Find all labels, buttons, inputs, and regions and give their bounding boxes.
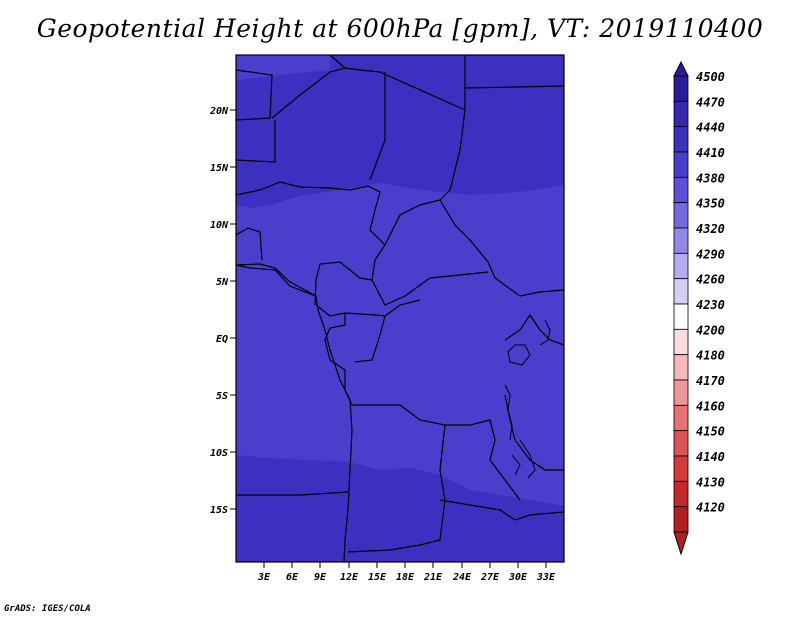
lake-outline — [511, 454, 521, 476]
colorbar-swatch — [673, 100, 689, 128]
colorbar-label: 4180 — [696, 349, 725, 363]
border-line — [329, 54, 466, 111]
colorbar-label: 4150 — [696, 425, 725, 439]
colorbar-swatch — [673, 379, 689, 406]
colorbar-label: 4380 — [696, 171, 725, 185]
colorbar-swatch — [673, 126, 689, 153]
colorbar-swatch — [673, 480, 689, 508]
lon-label: 30E — [508, 572, 528, 583]
lon-label: 6E — [286, 572, 299, 583]
lakes — [504, 319, 551, 479]
border-line — [235, 69, 273, 121]
lat-label: 20N — [209, 106, 229, 117]
colorbar-swatch — [673, 176, 689, 204]
border-line — [235, 263, 317, 297]
south-high-band — [236, 455, 564, 562]
border-line — [439, 499, 565, 521]
country-borders — [235, 54, 565, 553]
lat-labels: 20N 15N 10N 5N EQ 5S 10S 15S — [209, 106, 229, 516]
colorbar-label: 4410 — [696, 146, 725, 160]
lon-labels: 3E 6E 9E 12E 15E 18E 21E 24E 27E 30E 33E — [257, 572, 556, 583]
border-line — [464, 85, 565, 89]
colorbar-label: 4350 — [696, 197, 725, 211]
border-line — [235, 227, 263, 261]
lat-label: 10N — [210, 220, 229, 231]
colorbar-top-arrow — [673, 60, 689, 77]
lon-label: 21E — [423, 572, 443, 583]
coast-line — [235, 264, 353, 563]
colorbar-label: 4130 — [696, 475, 725, 489]
lat-axis — [230, 109, 236, 510]
lon-axis — [263, 562, 547, 568]
lon-label: 18E — [396, 572, 415, 583]
colorbar-label: 4160 — [696, 399, 725, 413]
lat-label: 5N — [216, 277, 229, 288]
lake-outline — [519, 439, 536, 479]
border-line — [344, 312, 386, 363]
lon-label: 12E — [340, 572, 359, 583]
colorbar-swatch — [673, 303, 689, 330]
lake-outline — [507, 344, 531, 366]
border-line — [315, 304, 353, 406]
lake-outline — [504, 384, 513, 441]
border-line — [371, 271, 489, 306]
colorbar-bottom-arrow — [673, 531, 689, 556]
colorbar-swatch — [673, 252, 689, 280]
colorbar-label: 4290 — [696, 247, 725, 261]
border-line — [314, 109, 466, 306]
border-line — [235, 120, 276, 163]
map-panel — [235, 54, 565, 563]
border-line — [347, 424, 446, 553]
lat-label: 10S — [210, 448, 228, 459]
lon-label: 33E — [536, 572, 556, 583]
colorbar-swatch — [673, 354, 689, 381]
lat-label: 15N — [210, 163, 229, 174]
grads-credit: GrADS: IGES/COLA — [4, 604, 91, 614]
lon-label: 3E — [257, 572, 271, 583]
map-title: Geopotential Height at 600hPa [gpm], VT:… — [36, 14, 764, 43]
lat-label: 15S — [210, 505, 228, 516]
border-line — [439, 199, 565, 297]
colorbar-label: 4140 — [696, 450, 725, 464]
lon-label: 24E — [452, 572, 472, 583]
colorbar-swatch — [673, 151, 689, 178]
colorbar-label: 4200 — [696, 323, 725, 337]
colorbar: 4500 4470 4440 4410 4380 4350 4320 4290 4260 4230… — [673, 60, 725, 556]
colorbar-label: 4500 — [696, 70, 725, 84]
border-line — [352, 404, 521, 501]
map-frame — [235, 54, 565, 563]
lat-label: 5S — [216, 391, 228, 402]
colorbar-swatch — [673, 455, 689, 482]
colorbar-label: 4170 — [696, 374, 725, 388]
colorbar-swatch — [673, 506, 689, 533]
colorbar-swatch — [673, 430, 689, 457]
border-line — [235, 181, 386, 246]
colorbar-label: 4230 — [696, 298, 725, 312]
colorbar-label: 4120 — [696, 501, 725, 515]
border-line — [369, 72, 386, 181]
colorbar-label: 4470 — [696, 95, 725, 109]
colorbar-swatch — [673, 404, 689, 432]
border-line — [236, 491, 349, 496]
border-line — [384, 299, 421, 317]
lon-label: 9E — [314, 572, 327, 583]
lon-label: 15E — [368, 572, 387, 583]
colorbar-swatch — [673, 227, 689, 254]
colorbar-label: 4260 — [696, 273, 725, 287]
lon-label: 27E — [480, 572, 500, 583]
lat-label: EQ — [216, 334, 228, 345]
border-line — [504, 313, 565, 346]
colorbar-swatch — [673, 202, 689, 229]
coastlines — [235, 264, 353, 563]
north-high-band — [236, 55, 564, 208]
colorbar-swatch — [673, 75, 689, 102]
colorbar-swatch — [673, 328, 689, 356]
border-line — [271, 67, 346, 119]
colorbar-label: 4440 — [696, 121, 725, 135]
colorbar-swatch — [673, 278, 689, 305]
colorbar-label: 4320 — [696, 222, 725, 236]
lake-outline — [539, 319, 551, 346]
